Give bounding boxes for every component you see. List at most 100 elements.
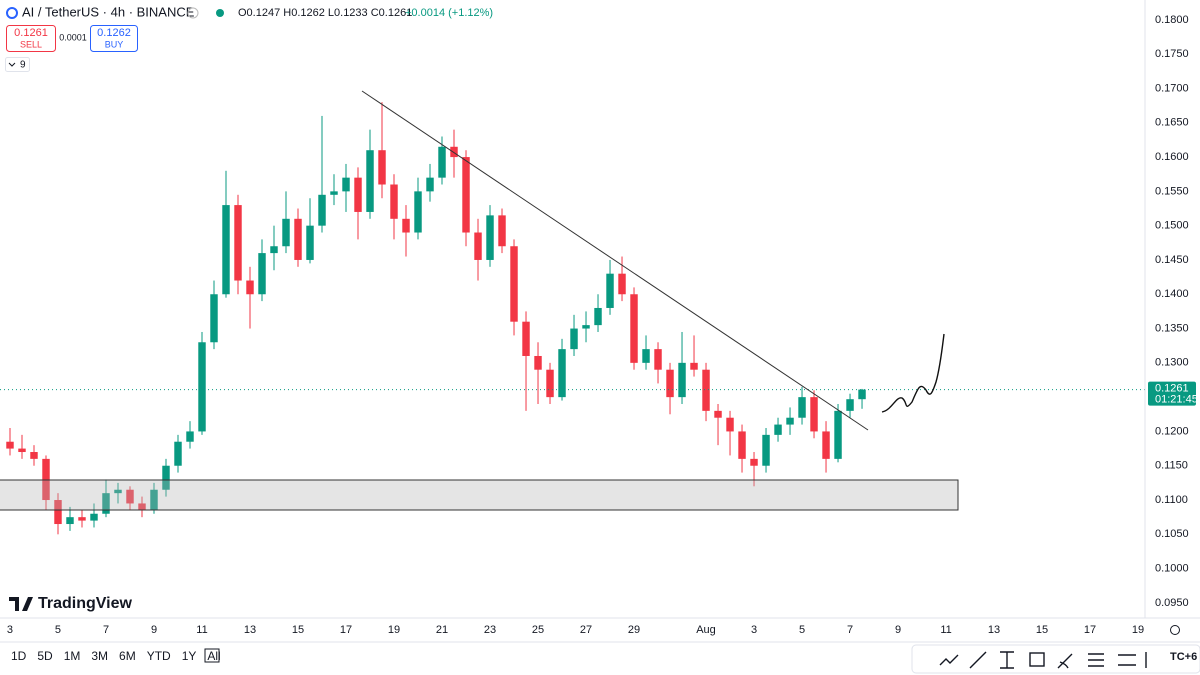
candle-body	[534, 355, 542, 370]
timezone[interactable]: TC+6	[1170, 651, 1197, 663]
buy-price: 0.1262	[97, 27, 131, 39]
candle-body	[678, 362, 686, 398]
candle-body	[546, 369, 554, 398]
tool-icon[interactable]	[939, 654, 959, 666]
candle-body	[618, 273, 626, 295]
range-button[interactable]: 1M	[64, 649, 81, 663]
y-tick-label: 0.1750	[1155, 48, 1189, 60]
candle-body	[114, 489, 122, 494]
candle-body	[438, 146, 446, 178]
candle-body	[714, 410, 722, 418]
candle-body	[306, 225, 314, 260]
indicator-count: 9	[20, 60, 26, 71]
candle-body	[486, 215, 494, 260]
last-price: 0.1261	[1155, 383, 1189, 395]
chevron	[8, 62, 16, 67]
candle-body	[606, 273, 614, 308]
tool-icon[interactable]	[1000, 651, 1014, 669]
candle-body	[126, 489, 134, 504]
x-tick-label: 25	[532, 624, 544, 636]
candle-body	[750, 458, 758, 466]
indicator-toggle[interactable]	[5, 57, 30, 72]
plot	[0, 102, 1145, 535]
candle-body	[342, 177, 350, 192]
x-tick-label: 17	[1084, 624, 1096, 636]
y-tick-label: 0.1650	[1155, 117, 1189, 129]
x-tick-label: 13	[988, 624, 1000, 636]
candle-body	[582, 325, 590, 329]
candle-body	[378, 150, 386, 185]
last-price-tag	[1148, 381, 1196, 406]
eye-icon[interactable]	[187, 7, 199, 19]
y-tick-label: 0.1300	[1155, 357, 1189, 369]
candle-body	[282, 218, 290, 247]
range-button[interactable]: YTD	[147, 649, 171, 663]
candle-body	[366, 150, 374, 212]
x-tick-label: 15	[1036, 624, 1048, 636]
y-tick-label: 0.1150	[1155, 460, 1188, 472]
x-tick-label: 3	[7, 624, 13, 636]
candle-body	[798, 397, 806, 418]
y-tick-label: 0.1600	[1155, 151, 1189, 163]
tool-icon[interactable]	[1029, 652, 1045, 667]
candle-body	[198, 342, 206, 432]
x-tick-label: Aug	[696, 624, 716, 636]
candle-body	[390, 184, 398, 219]
x-tick-label: 11	[196, 624, 207, 636]
candle-body	[234, 205, 242, 281]
trend-line	[361, 90, 869, 431]
candle-body	[462, 157, 470, 233]
x-tick-label: 17	[340, 624, 352, 636]
buy-label: BUY	[105, 39, 124, 49]
range-button[interactable]: 5D	[37, 649, 53, 663]
candle-body	[42, 458, 50, 501]
projection-sketch	[881, 333, 945, 413]
sell-price: 0.1261	[14, 27, 48, 39]
candle-body	[846, 399, 854, 411]
range-button[interactable]: 3M	[91, 649, 108, 663]
range-button[interactable]: 1D	[11, 649, 27, 663]
date-range-icon[interactable]	[204, 648, 220, 663]
x-tick-label: 5	[55, 624, 61, 636]
tool-icon[interactable]	[969, 651, 987, 669]
range-button[interactable]: 6M	[119, 649, 136, 663]
range-button[interactable]: 1Y	[182, 649, 197, 663]
x-tick-label: 13	[244, 624, 256, 636]
symbol-title[interactable]: AI / TetherUS · 4h · BINANCE	[22, 4, 195, 19]
y-tick-label: 0.1100	[1155, 494, 1188, 506]
status-dot	[216, 9, 224, 17]
tools-panel	[911, 644, 1200, 674]
candle-body	[402, 218, 410, 233]
tool-icon[interactable]	[1118, 654, 1136, 666]
buy-button[interactable]	[90, 25, 138, 52]
candle-body	[450, 146, 458, 158]
candle-body	[150, 489, 158, 511]
candle-body	[738, 431, 746, 459]
candle-body	[258, 253, 266, 295]
sell-label: SELL	[20, 39, 42, 49]
candle-body	[54, 500, 62, 525]
settings-icon[interactable]	[1170, 625, 1180, 635]
tool-icon[interactable]	[1057, 653, 1073, 669]
x-tick-label: 9	[151, 624, 157, 636]
x-tick-label: 29	[628, 624, 640, 636]
range-button[interactable]: All	[207, 649, 220, 663]
candle-body	[630, 294, 638, 363]
x-tick-label: 7	[103, 624, 109, 636]
tool-icon[interactable]	[1088, 653, 1104, 667]
candle-body	[138, 503, 146, 511]
candle-body	[654, 349, 662, 370]
y-tick-label: 0.1400	[1155, 288, 1189, 300]
candle-body	[786, 417, 794, 425]
x-tick-label: 15	[292, 624, 304, 636]
candle-body	[354, 177, 362, 212]
support-zone	[0, 479, 959, 511]
drawing-tools	[911, 644, 1200, 674]
sell-button[interactable]	[6, 25, 56, 52]
candle-body	[90, 513, 98, 521]
candle-body	[330, 191, 338, 195]
candle-body	[102, 493, 110, 514]
candle-body	[510, 246, 518, 322]
